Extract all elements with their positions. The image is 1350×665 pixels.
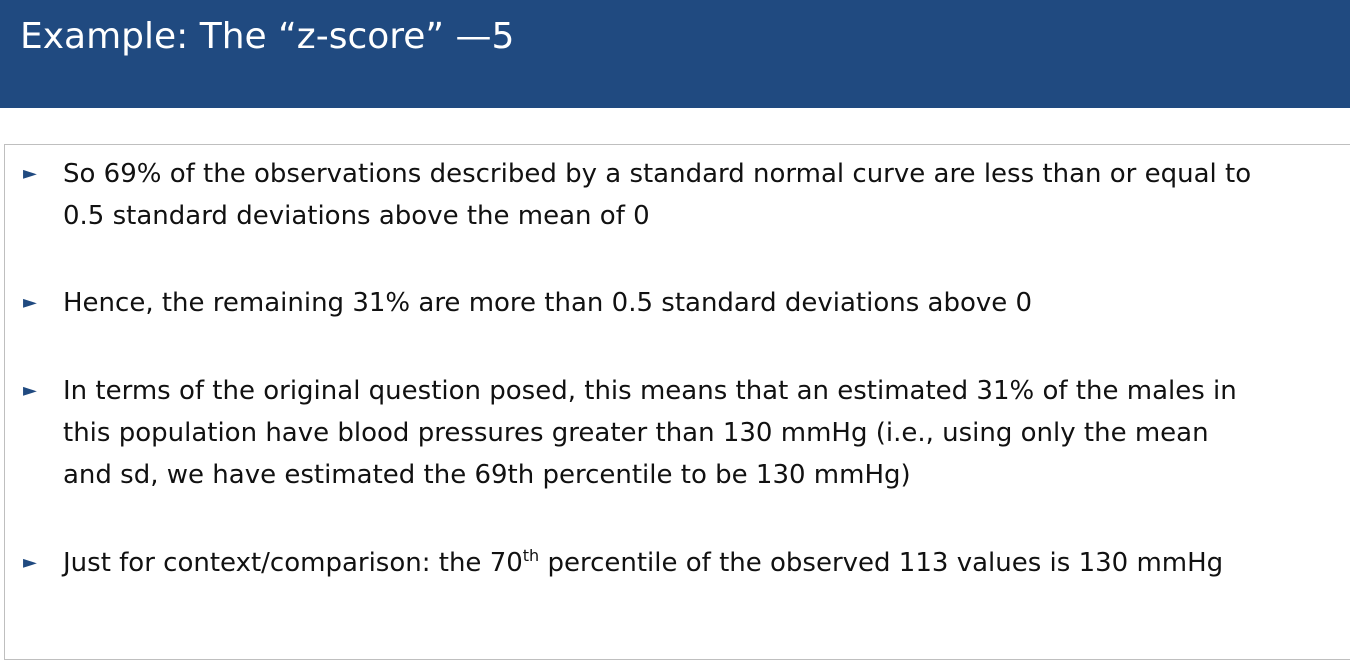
bullet-text: Hence, the remaining 31% are more than 0… <box>63 282 1349 324</box>
bullet-line: In terms of the original question posed,… <box>63 376 1237 406</box>
bullet-text-part: percentile of the observed 113 values is… <box>539 548 1224 578</box>
bullet-text-part: Just for context/comparison: the 70 <box>63 548 523 578</box>
bullet-arrow-icon: ► <box>23 380 37 401</box>
bullet-arrow-icon: ► <box>23 163 37 184</box>
bullet-line: Just for context/comparison: the 70th pe… <box>63 542 1349 584</box>
bullet-arrow-icon: ► <box>23 552 37 573</box>
bullet-line: So 69% of the observations described by … <box>63 159 1252 189</box>
bullet-line: and sd, we have estimated the 69th perce… <box>63 460 911 490</box>
bullet-line: this population have blood pressures gre… <box>63 418 1209 448</box>
bullet-text: So 69% of the observations described by … <box>63 153 1349 237</box>
bullet-text: Just for context/comparison: the 70th pe… <box>63 542 1349 584</box>
content-box: ► So 69% of the observations described b… <box>4 144 1350 660</box>
bullet-line: 0.5 standard deviations above the mean o… <box>63 201 650 231</box>
bullet-arrow-icon: ► <box>23 292 37 313</box>
bullet-text: In terms of the original question posed,… <box>63 370 1349 496</box>
slide-title: Example: The “z-score” —5 <box>20 16 515 57</box>
bullet-line: Hence, the remaining 31% are more than 0… <box>63 288 1033 318</box>
title-bar: Example: The “z-score” —5 <box>0 0 1350 108</box>
ordinal-superscript: th <box>522 546 540 565</box>
